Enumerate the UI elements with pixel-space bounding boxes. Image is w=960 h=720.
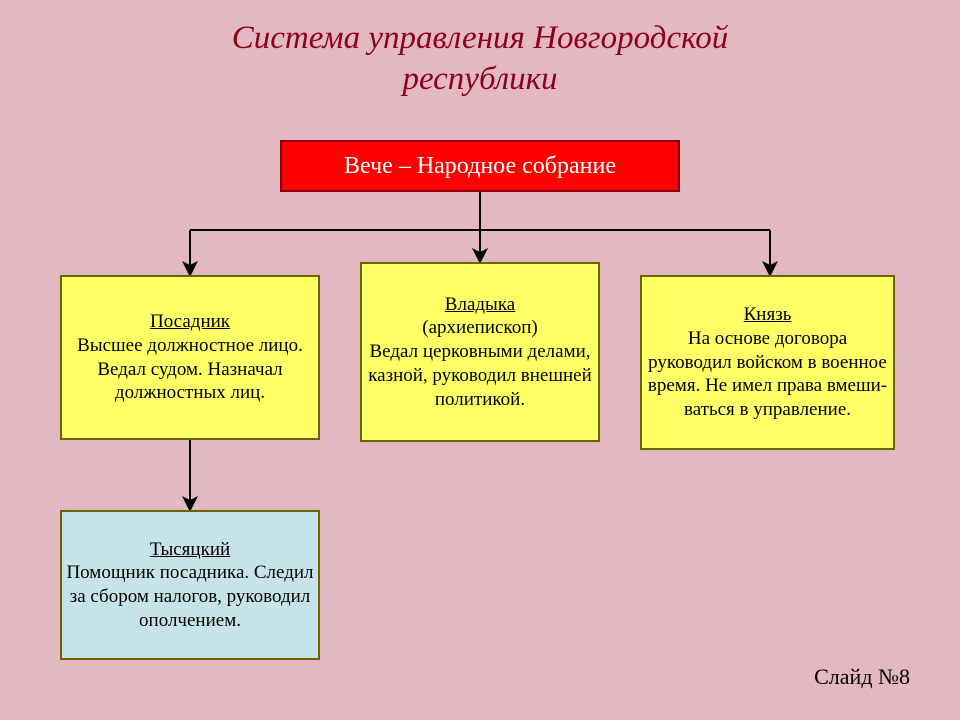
- row-box-0: Посадник Высшее должностное лицо. Ведал …: [60, 275, 320, 440]
- title-line2: республики: [402, 61, 557, 97]
- bottom-box-desc: Помощник посадника. Следил за сбором нал…: [66, 561, 314, 632]
- row-box-2: Князь На основе договора руководил войск…: [640, 275, 895, 450]
- row-box-role: Владыка: [445, 293, 515, 317]
- row-box-1: Владыка (архиепископ)Ведал церковными де…: [360, 262, 600, 442]
- title-line1: Система управления Новгородской: [232, 20, 729, 56]
- row-box-desc: Ведал церковными делами, казной, руковод…: [366, 340, 594, 411]
- slide-title: Система управления Новгородской республи…: [0, 0, 960, 101]
- top-box-veche: Вече – Народное собрание: [280, 140, 680, 192]
- slide-number: Слайд №8: [814, 664, 910, 690]
- row-box-desc-pre: (архиепископ): [422, 316, 537, 340]
- slide: Система управления Новгородской республи…: [0, 0, 960, 720]
- bottom-box-tysyatsky: Тысяцкий Помощник посадника. Следил за с…: [60, 510, 320, 660]
- row-box-role: Князь: [744, 303, 792, 327]
- top-box-text: Вече – Народное собрание: [344, 151, 616, 181]
- row-box-desc: На основе договора руководил войском в в…: [646, 327, 889, 422]
- bottom-box-role: Тысяцкий: [150, 538, 230, 562]
- row-box-desc: Высшее должностное лицо. Ведал судом. На…: [66, 334, 314, 405]
- row-box-role: Посадник: [150, 310, 230, 334]
